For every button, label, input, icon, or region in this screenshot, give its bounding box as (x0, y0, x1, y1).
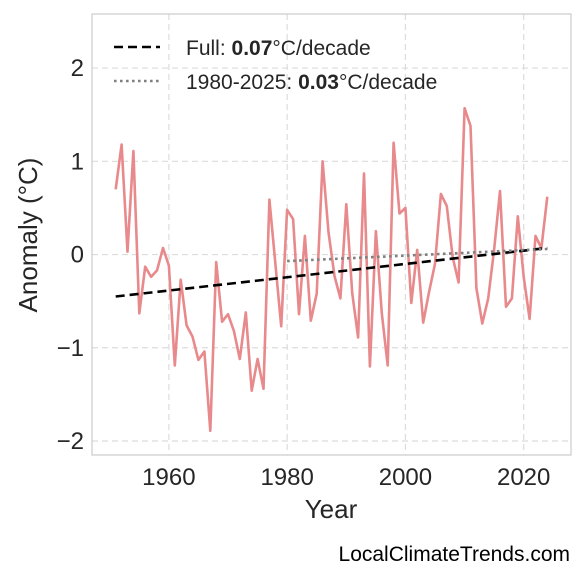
trend-line-1980-2025 (287, 247, 548, 263)
legend-recent-value: 0.03 (298, 71, 339, 94)
legend-full-prefix: Full: (186, 37, 232, 60)
x-tick-label: 1980 (260, 464, 313, 491)
footer-credit: LocalClimateTrends.com (339, 543, 570, 566)
legend-full-value: 0.07 (232, 37, 273, 60)
y-tick-label: 2 (71, 55, 84, 82)
y-tick-label: 0 (71, 242, 84, 269)
y-tick-label: −2 (57, 428, 84, 455)
legend-full-label: Full: 0.07°C/decade (186, 37, 371, 60)
legend-recent-prefix: 1980-2025: (186, 71, 298, 94)
trend-line-full (115, 246, 548, 298)
y-tick-label: −1 (57, 335, 84, 362)
y-axis-ticks: −2 −1 0 1 2 (57, 55, 84, 455)
legend-recent-label: 1980-2025: 0.03°C/decade (186, 71, 437, 94)
x-axis-ticks: 1960 1980 2000 2020 (142, 464, 550, 491)
x-tick-label: 2020 (497, 464, 550, 491)
y-tick-label: 1 (71, 148, 84, 175)
y-axis-label: Anomaly (°C) (13, 158, 43, 313)
legend-recent-unit: °C/decade (339, 71, 437, 94)
x-tick-label: 1960 (142, 464, 195, 491)
plot-frame (91, 13, 572, 456)
series-layer (114, 106, 549, 433)
legend: Full: 0.07°C/decade 1980-2025: 0.03°C/de… (114, 37, 437, 94)
x-axis-label: Year (305, 494, 358, 524)
anomaly-line (114, 106, 549, 433)
legend-full-unit: °C/decade (272, 37, 370, 60)
x-tick-label: 2000 (379, 464, 432, 491)
